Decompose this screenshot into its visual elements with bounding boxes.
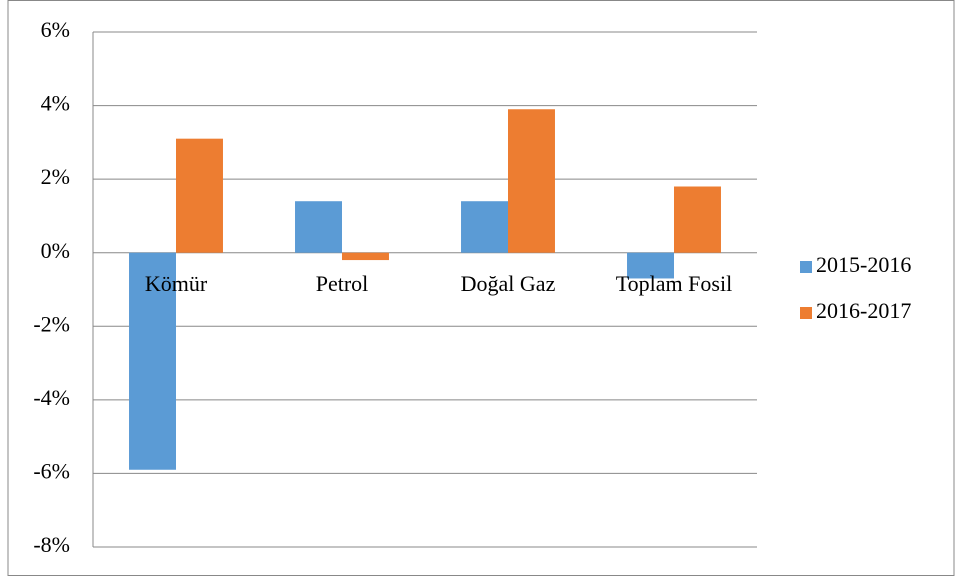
bar (342, 252, 389, 261)
legend-label: 2015-2016 (816, 252, 911, 277)
y-tick-label: 0% (41, 238, 70, 263)
y-tick-label: 2% (41, 164, 70, 189)
x-tick-label: Toplam Fosil (616, 271, 732, 296)
legend-swatch (800, 307, 812, 319)
x-tick-label: Doğal Gaz (461, 271, 556, 296)
bar (129, 252, 176, 470)
bar (508, 109, 555, 253)
y-tick-label: 4% (41, 91, 70, 116)
y-tick-label: -6% (33, 458, 70, 483)
bar (627, 252, 674, 279)
y-tick-label: -8% (33, 532, 70, 557)
x-tick-label: Kömür (145, 271, 208, 296)
bar (176, 138, 223, 253)
y-tick-label: -2% (33, 311, 70, 336)
bar (295, 201, 342, 253)
bar (674, 186, 721, 253)
y-tick-label: 6% (41, 17, 70, 42)
legend-swatch (800, 261, 812, 273)
x-tick-label: Petrol (316, 271, 369, 296)
bar (461, 201, 508, 253)
legend-label: 2016-2017 (816, 298, 911, 323)
y-tick-label: -4% (33, 385, 70, 410)
